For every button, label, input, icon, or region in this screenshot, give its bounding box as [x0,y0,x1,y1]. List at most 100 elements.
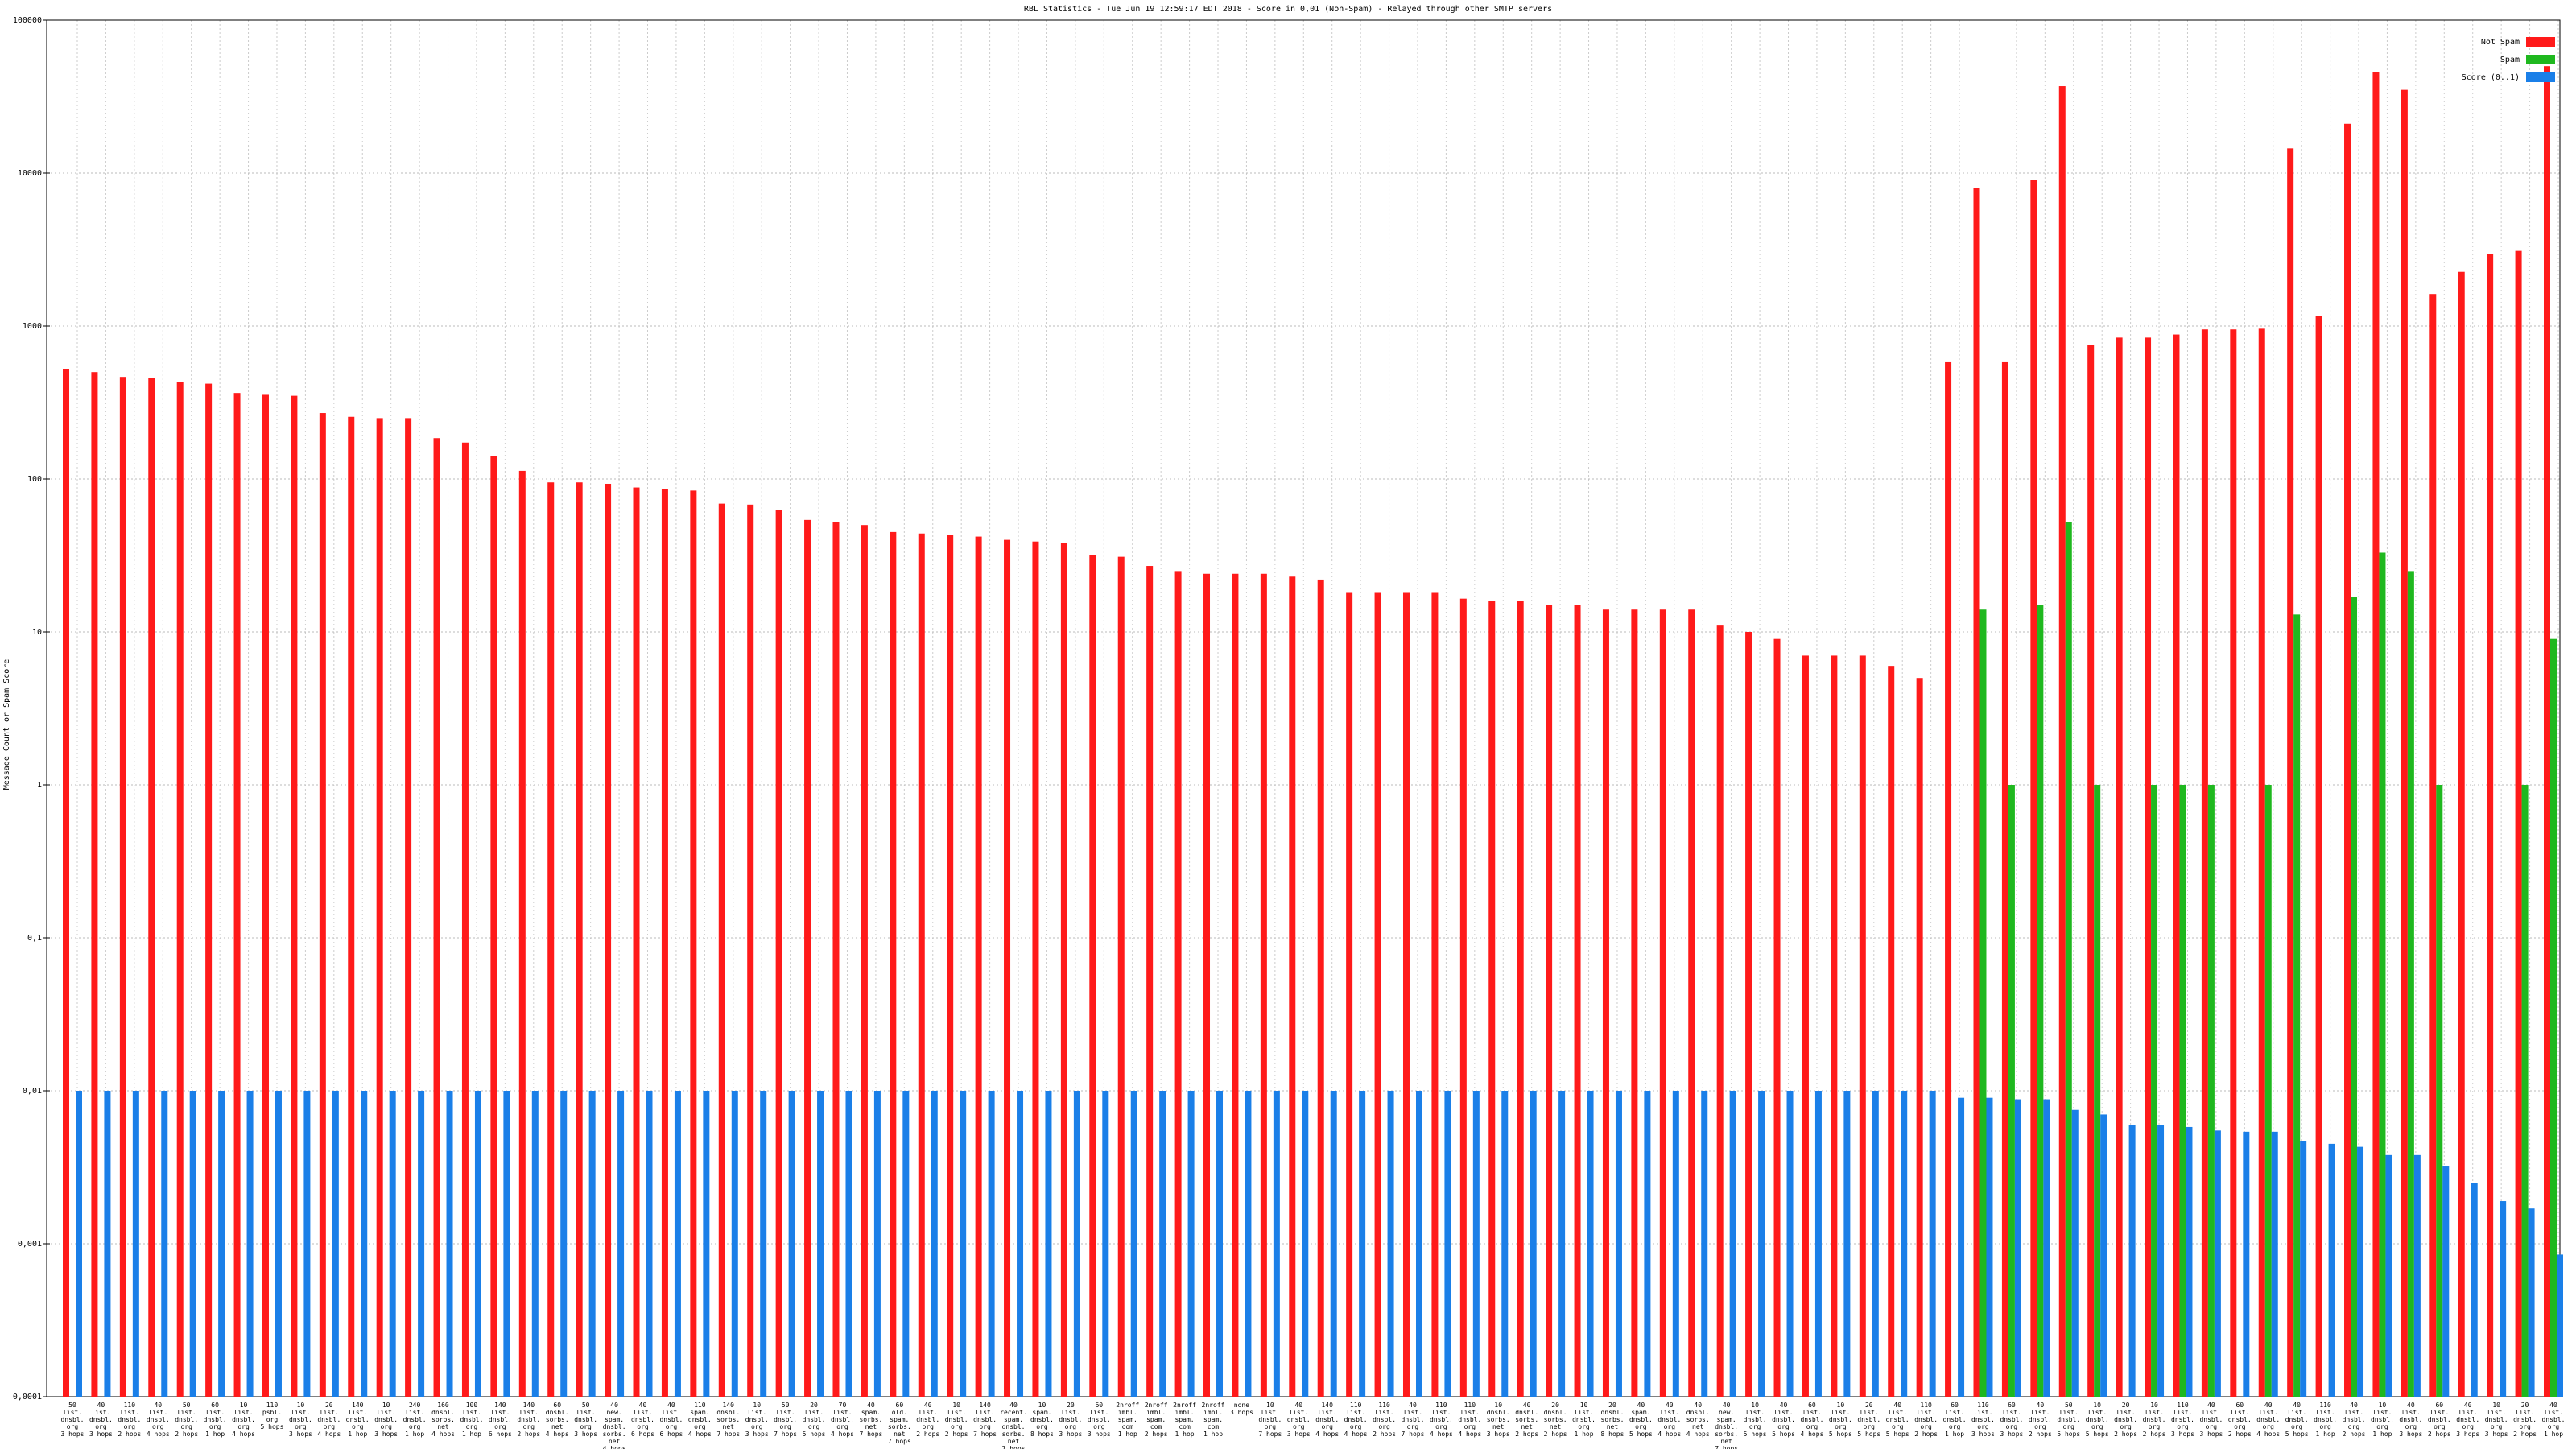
bar [246,1091,254,1397]
x-tick-label: 40 list. dnsbl. org 4 hops [2256,1402,2281,1438]
bar [2179,785,2186,1397]
x-tick-label: 20 list. dnsbl. org 2 hops [2513,1402,2537,1438]
x-tick-label: 20 list. dnsbl. org 2 hops [2114,1402,2138,1438]
x-tick-label: 40 new. spam. dnsbl. sorbs. net 4 hops [602,1402,626,1449]
x-tick-label: 10 dnsbl. sorbs. net 3 hops [1486,1402,1510,1438]
bar [1546,605,1553,1397]
bar [633,487,640,1397]
x-tick-label: 10 list. dnsbl. org 5 hops [2085,1402,2109,1438]
bar [2008,785,2015,1397]
bar [2515,250,2522,1397]
x-tick-label: 10 list. dnsbl. org 1 hop [1572,1402,1596,1438]
x-tick-label: 40 list. dnsbl. org 3 hops [2456,1402,2480,1438]
bar [2243,1131,2250,1397]
y-tick-label: 100 [27,475,42,484]
bar [1374,592,1381,1397]
bar [1032,541,1039,1397]
bar [576,482,583,1397]
bar [2442,1166,2450,1397]
bar [2293,614,2301,1397]
bar [2429,294,2437,1397]
bar [1530,1091,1537,1397]
bar [1814,1091,1822,1397]
bar [975,536,982,1397]
bar [348,416,355,1397]
bar [1602,609,1609,1397]
x-tick-label: 100 list. dnsbl. org 1 hop [460,1402,484,1438]
bar [1745,632,1752,1397]
x-tick-label: 110 list. dnsbl. org 1 hop [2314,1402,2338,1438]
x-tick-label: none 3 hops [1229,1402,1253,1416]
bar [617,1091,625,1397]
bar [1402,592,1410,1397]
bar [1146,566,1154,1397]
bar [1317,579,1324,1397]
legend-label: Not Spam [2481,38,2520,47]
y-tick-label: 0,0001 [13,1393,42,1402]
bar [1004,539,1011,1397]
legend-swatch [2526,37,2555,47]
x-tick-label: 10 list. dnsbl. org 2 hops [2142,1402,2166,1438]
bar [775,510,782,1397]
bar [1472,1091,1480,1397]
x-tick-label: 140 list. dnsbl. org 7 hops [973,1402,997,1438]
x-tick-label: 110 list. dnsbl. org 2 hops [1914,1402,1938,1438]
y-tick-label: 1 [37,781,42,790]
bar [2214,1130,2221,1397]
bar [960,1091,967,1397]
bar [890,531,897,1397]
bar [2436,785,2443,1397]
bar [148,378,155,1397]
bar [176,382,184,1397]
bar [1245,1091,1252,1397]
x-tick-label: 110 list. dnsbl. org 4 hops [1344,1402,1368,1438]
bar [433,438,440,1397]
x-tick-label: 2nroff imbl. spam. com 1 hop [1173,1402,1197,1438]
x-tick-label: 70 list. dnsbl. org 4 hops [831,1402,854,1438]
bar [2157,1125,2165,1397]
x-tick-label: 40 list. dnsbl. org 3 hops [89,1402,113,1438]
bar [2116,337,2123,1397]
x-tick-label: 10 list. dnsbl. org 3 hops [2484,1402,2508,1438]
bar [418,1091,425,1397]
bar [1216,1091,1224,1397]
bar [861,525,868,1397]
bar [76,1091,82,1397]
bar [1631,609,1638,1397]
bar [2357,1146,2364,1397]
x-tick-label: 20 list. dnsbl. org 3 hops [1059,1402,1083,1438]
x-tick-label: 140 list. dnsbl. org 4 hops [1315,1402,1340,1438]
x-tick-label: 40 list. dnsbl. org 2 hops [2028,1402,2052,1438]
x-tick-label: 10 list. dnsbl. org 3 hops [745,1402,769,1438]
bar [503,1091,510,1397]
legend-label: Spam [2500,56,2520,64]
x-tick-label: 40 list. dnsbl. org 6 hops [631,1402,654,1438]
x-tick-label: 240 list. dnsbl. org 1 hop [402,1402,427,1438]
bar [119,377,126,1397]
bar [1346,592,1353,1397]
bar [2145,337,2152,1397]
bar [2487,254,2494,1397]
bar [1159,1091,1166,1397]
x-tick-label: 40 list. dnsbl. org 3 hops [2399,1402,2423,1438]
bar [1273,1091,1280,1397]
bar [1459,598,1467,1397]
x-tick-label: 10 list. dnsbl. org 5 hops [1828,1402,1852,1438]
bar [2550,638,2557,1397]
bar [2065,522,2072,1397]
bar [205,383,213,1397]
bar [1501,1091,1509,1397]
x-tick-label: 60 list. dnsbl. org 1 hop [203,1402,227,1438]
bar [2100,1114,2107,1397]
bar [2300,1141,2307,1397]
x-tick-label: 110 list. dnsbl. org 4 hops [1458,1402,1482,1438]
x-tick-label: 110 spam. dnsbl. org 4 hops [687,1402,712,1438]
bar [2557,1254,2563,1397]
bar [1302,1091,1309,1397]
bar [189,1091,196,1397]
bar [1859,655,1866,1397]
bar [1916,678,1923,1397]
bar [2151,785,2158,1397]
x-tick-label: 10 list. dnsbl. org 3 hops [374,1402,398,1438]
bar [760,1091,767,1397]
